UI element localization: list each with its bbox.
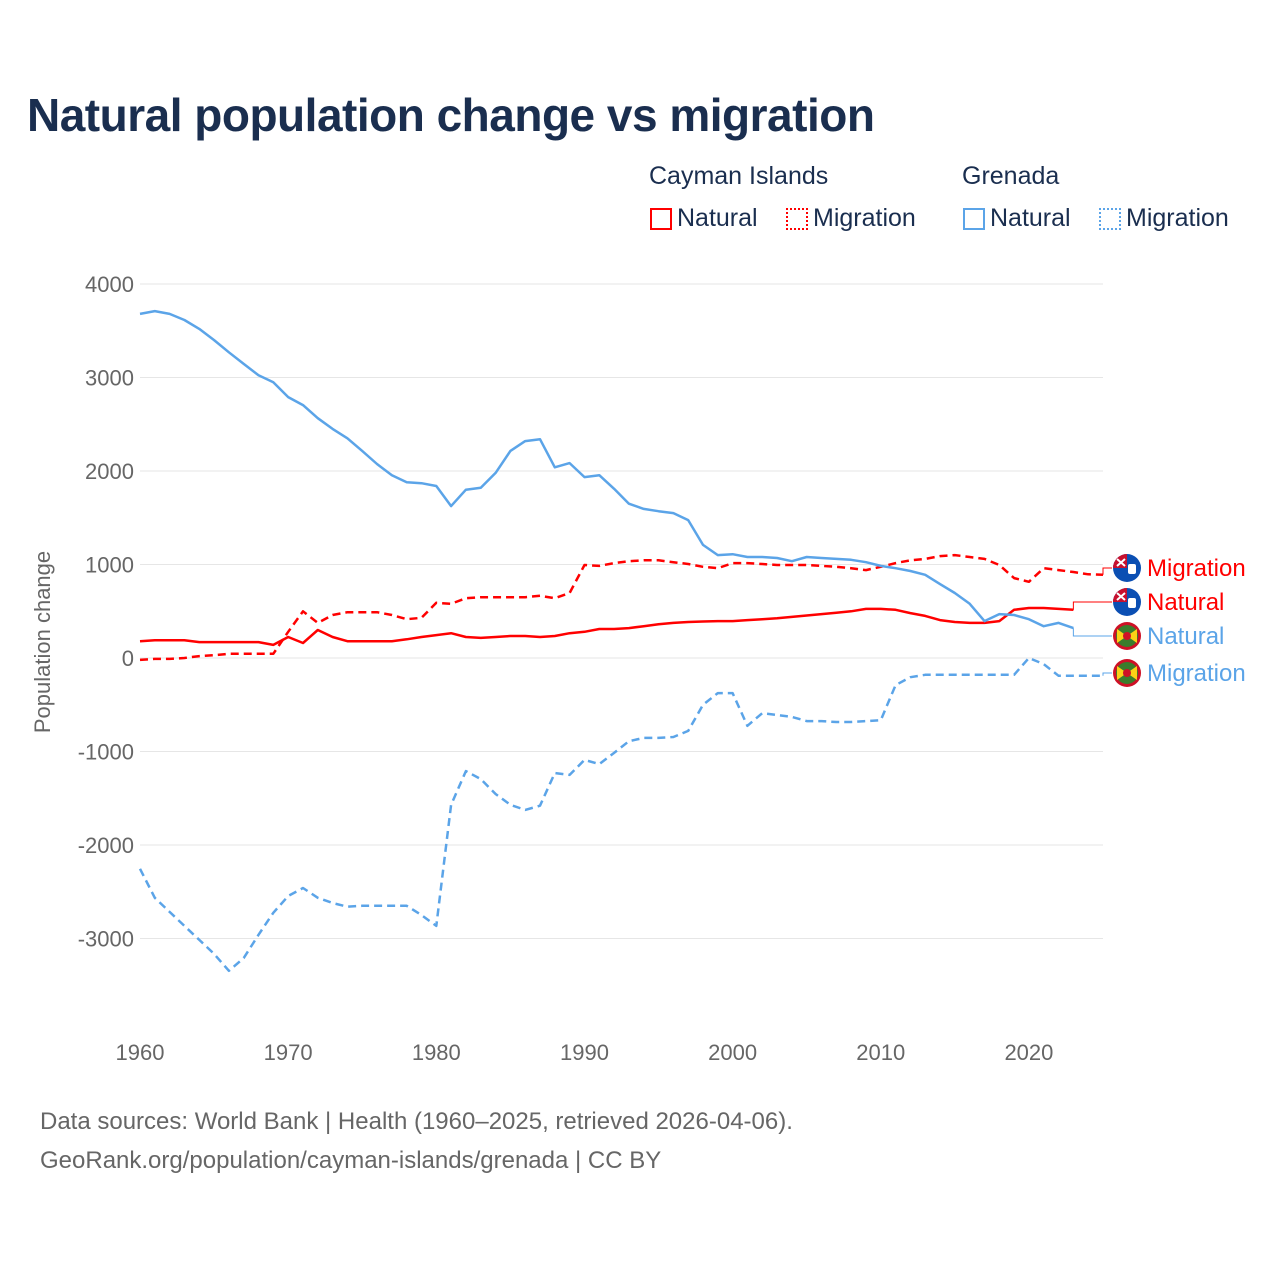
legend-label: Natural (990, 204, 1071, 232)
legend-group-grenada: Grenada (962, 162, 1060, 190)
legend-label: Natural (677, 204, 758, 232)
cayman-islands-flag-icon (1113, 588, 1141, 616)
end-label: Migration (1147, 555, 1246, 582)
x-tick-label: 2010 (856, 1040, 905, 1065)
y-tick-label: -3000 (78, 927, 134, 952)
x-tick-label: 2000 (708, 1040, 757, 1065)
footer-source: Data sources: World Bank | Health (1960–… (40, 1108, 793, 1135)
series-line-cayman-islands-migration[interactable] (139, 553, 1104, 662)
x-tick-label: 1980 (412, 1040, 461, 1065)
y-tick-label: -2000 (78, 833, 134, 858)
x-tick-label: 2020 (1004, 1040, 1053, 1065)
series-line-grenada-migration[interactable] (138, 656, 1103, 973)
label-connector (1102, 672, 1112, 676)
legend-swatch-dotted (786, 207, 808, 230)
legend-label: Migration (813, 204, 916, 232)
y-tick-label: 1000 (85, 553, 134, 578)
grenada-flag-icon (1113, 622, 1141, 650)
end-label: Migration (1147, 660, 1246, 687)
legend-swatch-dotted (1099, 207, 1121, 230)
legend-grenada-migration[interactable]: Migration (1099, 204, 1229, 233)
series-line-grenada-natural[interactable] (139, 309, 1074, 630)
y-tick-label: 3000 (85, 366, 134, 391)
series-line-cayman-islands-natural[interactable] (139, 606, 1074, 647)
legend-group-cayman-islands: Cayman Islands (649, 162, 829, 190)
y-axis-label: Population change (30, 551, 55, 733)
x-tick-label: 1970 (264, 1040, 313, 1065)
legend-cayman-natural[interactable]: Natural (650, 204, 758, 233)
footer-link[interactable]: GeoRank.org/population/cayman-islands/gr… (40, 1147, 662, 1174)
legend-label: Migration (1126, 204, 1229, 232)
legend-grenada-natural[interactable]: Natural (963, 204, 1071, 233)
label-connector (1072, 601, 1112, 610)
legend-cayman-migration[interactable]: Migration (786, 204, 916, 233)
x-tick-label: 1990 (560, 1040, 609, 1065)
label-connector (1072, 628, 1112, 637)
y-tick-label: 2000 (85, 459, 134, 484)
y-tick-label: 4000 (85, 272, 134, 297)
end-label: Natural (1147, 589, 1224, 616)
legend-swatch-solid (963, 207, 985, 230)
x-tick-label: 1960 (116, 1040, 165, 1065)
chart-title: Natural population change vs migration (27, 89, 875, 141)
label-connector (1102, 567, 1112, 575)
y-tick-label: -1000 (78, 740, 134, 765)
end-label: Natural (1147, 623, 1224, 650)
cayman-islands-flag-icon (1113, 554, 1141, 582)
y-tick-label: 0 (122, 646, 134, 671)
grenada-flag-icon (1113, 659, 1141, 687)
legend-swatch-solid (650, 207, 672, 230)
